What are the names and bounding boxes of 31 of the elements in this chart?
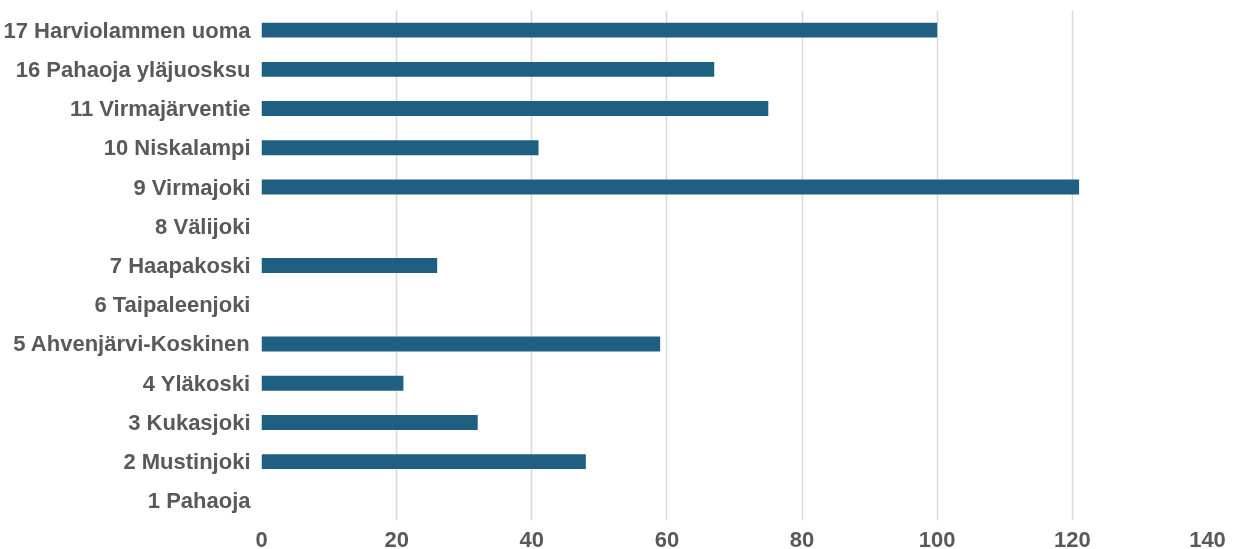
x-tick-label: 40: [519, 526, 545, 549]
bar: [261, 454, 586, 470]
bar: [261, 22, 938, 38]
bar: [261, 61, 715, 77]
bar: [261, 101, 769, 117]
y-tick-label: 5 Ahvenjärvi-Koskinen: [13, 331, 250, 357]
y-tick-label: 3 Kukasjoki: [128, 409, 251, 435]
x-tick-label: 20: [384, 526, 409, 549]
y-tick-label: 6 Taipaleenjoki: [94, 292, 251, 318]
y-tick-label: 9 Virmajoki: [133, 174, 251, 200]
y-tick-label: 17 Harviolammen uoma: [3, 17, 252, 43]
bar: [261, 140, 539, 156]
y-tick-label: 7 Haapakoski: [109, 253, 251, 278]
x-tick-label: 80: [789, 526, 815, 549]
y-tick-label: 1 Pahaoja: [147, 488, 252, 514]
y-tick-label: 4 Yläkoski: [142, 370, 251, 396]
x-tick-label: 140: [1189, 526, 1226, 549]
y-tick-label: 11 Virmajärventie: [69, 96, 251, 122]
y-tick-label: 16 Pahaoja yläjuosksu: [15, 56, 251, 82]
x-tick-label: 120: [1054, 526, 1091, 549]
y-tick-label: 8 Välijoki: [155, 213, 251, 239]
x-tick-label: 100: [918, 526, 956, 549]
bar: [261, 179, 1080, 195]
y-tick-label: 10 Niskalampi: [103, 135, 251, 161]
x-tick-label: 0: [255, 526, 268, 549]
bar: [261, 414, 478, 430]
y-tick-label: 2 Mustinjoki: [123, 449, 251, 475]
bar: [261, 375, 404, 391]
bar: [261, 336, 661, 352]
bar: [261, 258, 438, 273]
x-tick-label: 60: [654, 526, 680, 549]
